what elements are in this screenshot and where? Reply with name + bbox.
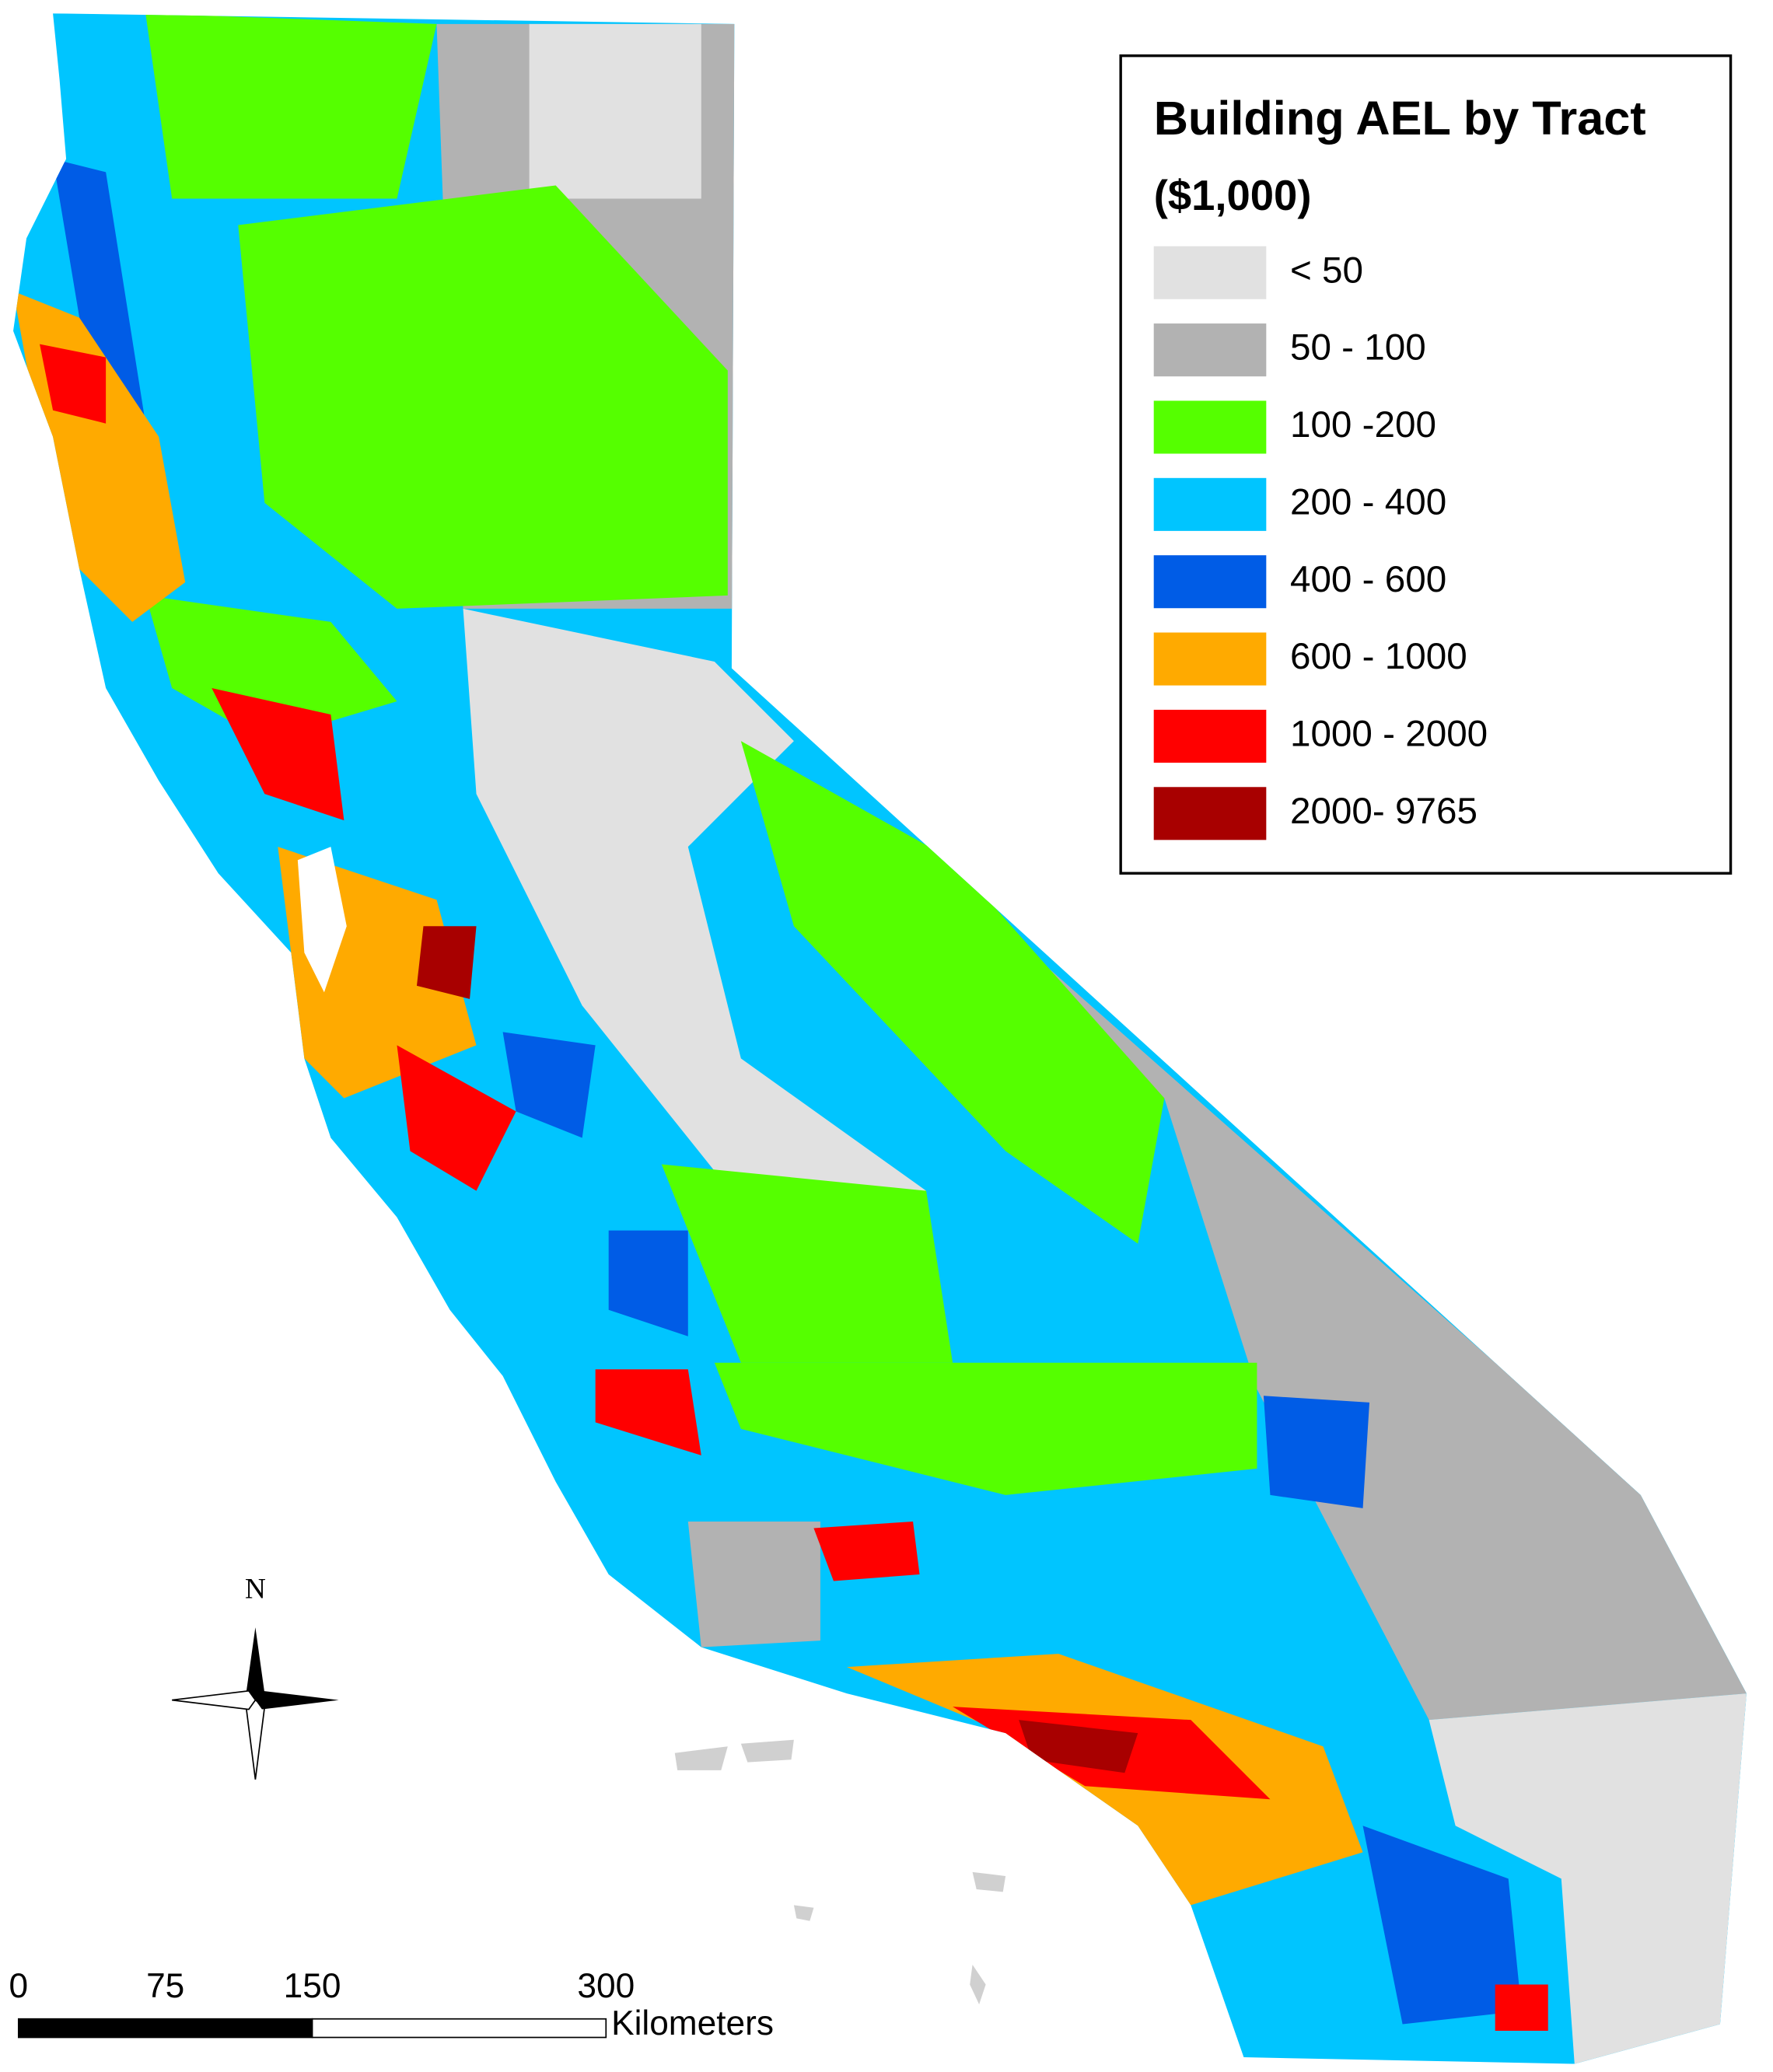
region	[145, 595, 397, 742]
region	[740, 741, 1165, 1244]
legend-swatch	[1153, 246, 1267, 299]
region	[53, 159, 146, 424]
region	[1495, 1984, 1548, 2032]
region	[1263, 1396, 1370, 1508]
region	[1362, 1826, 1522, 2025]
region	[416, 926, 477, 999]
legend-swatch	[1153, 787, 1267, 840]
scale-label: 75	[146, 1967, 184, 2005]
north-label: N	[245, 1574, 266, 1606]
scale-unit: Kilometers	[611, 2004, 774, 2042]
legend-label: 100 -200	[1290, 404, 1436, 445]
region	[714, 1362, 1257, 1495]
region	[1429, 1693, 1747, 2064]
scale-segment	[17, 2018, 313, 2039]
scale-label: 300	[577, 1967, 635, 2005]
legend-label: 600 - 1000	[1290, 636, 1467, 677]
region	[595, 1369, 701, 1455]
legend-swatch	[1153, 709, 1267, 763]
legend-title: Building AEL by Tract	[1154, 92, 1646, 145]
islands	[674, 1739, 1006, 2004]
legend-swatch	[1153, 323, 1267, 377]
legend-label: 400 - 600	[1290, 559, 1446, 600]
legend-swatch	[1153, 632, 1267, 686]
legend-swatch	[1153, 400, 1267, 454]
region	[926, 860, 1747, 1721]
legend-label: < 50	[1290, 250, 1363, 291]
region	[397, 1045, 516, 1191]
legend-subtitle: ($1,000)	[1154, 172, 1312, 219]
region	[1019, 1720, 1138, 1773]
scale-label: 150	[284, 1967, 341, 2005]
legend-label: 1000 - 2000	[1290, 714, 1488, 755]
region	[661, 1164, 953, 1363]
legend-swatch	[1153, 477, 1267, 531]
region	[40, 344, 107, 424]
legend-label: 2000- 9765	[1290, 791, 1478, 832]
legend-swatch	[1153, 555, 1267, 609]
region	[238, 185, 728, 609]
scale-label: 0	[9, 1967, 29, 2005]
scale-segment	[311, 2018, 607, 2039]
region	[529, 23, 701, 199]
region	[502, 1032, 596, 1138]
region	[212, 688, 344, 821]
region	[145, 13, 437, 199]
region	[813, 1521, 920, 1581]
north-arrow: N	[172, 1574, 339, 1780]
bay-water	[297, 847, 347, 993]
legend-items: < 50 50 - 100 100 -200 200 - 400 400 - 600 60…	[1153, 246, 1488, 840]
legend-label: 200 - 400	[1290, 481, 1446, 522]
region	[463, 608, 927, 1270]
region	[608, 1230, 688, 1336]
region	[687, 1521, 820, 1647]
legend-label: 50 - 100	[1290, 327, 1426, 369]
